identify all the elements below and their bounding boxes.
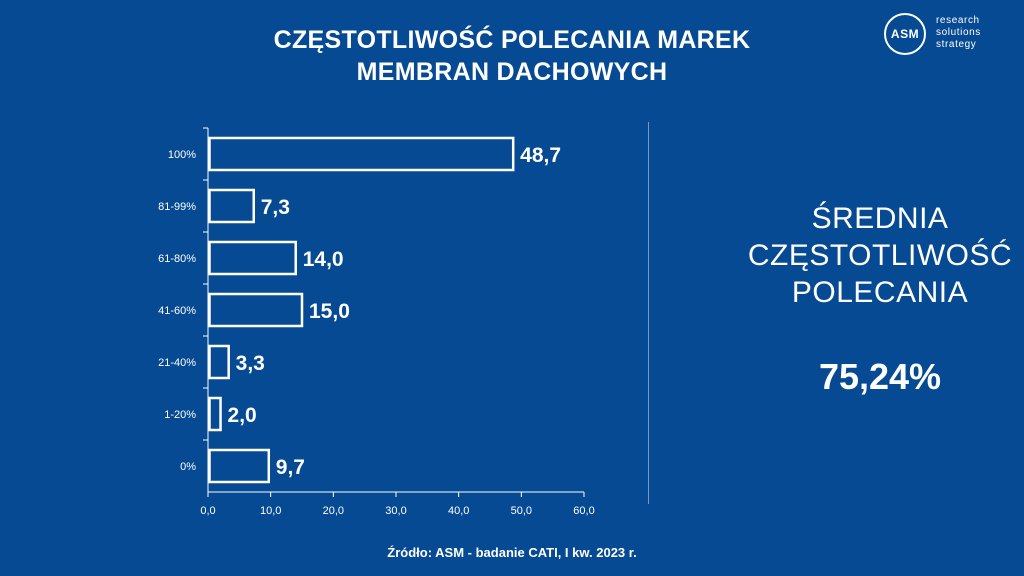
chart-title-line-2: MEMBRAN DACHOWYCH [356, 58, 668, 86]
bar [208, 448, 271, 484]
bar [208, 344, 230, 380]
bar-value-label: 9,7 [276, 456, 305, 479]
bar [208, 136, 515, 172]
average-value: 75,24% [818, 356, 942, 397]
x-tick-label: 30,0 [385, 505, 406, 517]
logo-tagline-research: research [936, 15, 980, 26]
asm-logo-mark: ASM [884, 13, 926, 55]
average-label: ŚREDNIA CZĘSTOTLIWOŚĆ POLECANIA [660, 200, 1024, 311]
bar-value-label: 15,0 [309, 300, 350, 323]
asm-logo: ASM research solutions strategy [884, 13, 1004, 57]
category-label: 61-80% [158, 253, 196, 265]
vertical-divider [648, 122, 649, 504]
x-tick-label: 50,0 [511, 505, 532, 517]
x-tick-label: 40,0 [448, 505, 469, 517]
bar-value-label: 7,3 [261, 196, 290, 219]
category-label: 41-60% [158, 305, 196, 317]
x-tick-label: 10,0 [260, 505, 281, 517]
category-label: 0% [180, 461, 196, 473]
x-tick-label: 0,0 [200, 505, 215, 517]
chart-title: CZĘSTOTLIWOŚĆ POLECANIA MAREK MEMBRAN DA… [0, 24, 1024, 88]
asm-logo-tagline: research solutions strategy [936, 15, 981, 51]
bar-value-label: 2,0 [228, 404, 257, 427]
bar [208, 188, 255, 224]
bar [208, 396, 222, 432]
x-tick-label: 60,0 [573, 505, 594, 517]
category-label: 1-20% [164, 409, 196, 421]
x-tick-label: 20,0 [323, 505, 344, 517]
bar-value-label: 3,3 [236, 352, 265, 375]
source-note: Źródło: ASM - badanie CATI, I kw. 2023 r… [387, 545, 637, 560]
chart-title-line-1: CZĘSTOTLIWOŚĆ POLECANIA MAREK [273, 26, 751, 54]
logo-tagline-solutions: solutions [936, 27, 981, 38]
category-label: 81-99% [158, 201, 196, 213]
logo-tagline-strategy: strategy [936, 39, 977, 50]
bar-value-label: 14,0 [303, 248, 344, 271]
category-label: 21-40% [158, 357, 196, 369]
bar [208, 240, 297, 276]
average-label-line-1: ŚREDNIA [811, 202, 949, 235]
bar-value-label: 48,7 [520, 144, 561, 167]
average-label-line-2: CZĘSTOTLIWOŚĆ [747, 239, 1013, 272]
bar [208, 292, 304, 328]
average-label-line-3: POLECANIA [791, 276, 969, 309]
category-label: 100% [168, 149, 196, 161]
